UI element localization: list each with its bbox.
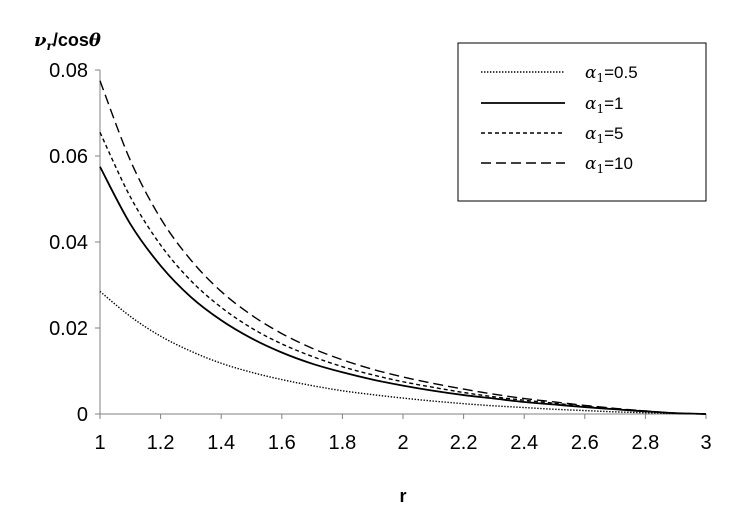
x-axis-title: r <box>399 486 406 506</box>
y-tick-label: 0 <box>77 404 88 426</box>
series-line-1 <box>99 290 707 415</box>
legend-label-3: α1=5 <box>585 124 624 146</box>
x-tick-label: 2.8 <box>631 432 659 454</box>
legend-label-4: α1=10 <box>585 154 633 176</box>
legend-items: α1=0.5 α1=1 α1=5 α1=10 <box>481 63 638 176</box>
x-tick-label: 2.6 <box>571 432 599 454</box>
legend-box <box>457 42 707 202</box>
y-ticks: 0 0.02 0.04 0.06 0.08 <box>49 60 100 426</box>
x-tick-label: 1.2 <box>147 432 175 454</box>
legend-label-2: α1=1 <box>585 94 624 116</box>
y-tick-label: 0.08 <box>49 60 88 82</box>
y-axis-title-theta: θ <box>89 30 101 51</box>
x-tick-label: 3 <box>700 432 711 454</box>
y-tick-label: 0.06 <box>49 146 88 168</box>
y-axis-title: νr/cosθ <box>34 30 101 53</box>
x-tick-label: 1.6 <box>268 432 296 454</box>
x-tick-label: 1 <box>94 432 105 454</box>
legend-label-1: α1=0.5 <box>585 63 638 85</box>
series-line-2 <box>99 166 707 415</box>
y-axis-title-sub: r <box>47 39 55 53</box>
series-line-4 <box>99 80 707 415</box>
x-tick-label: 2 <box>397 432 408 454</box>
x-tick-label: 1.8 <box>328 432 356 454</box>
y-tick-label: 0.02 <box>49 318 88 340</box>
y-axis-title-main: ν <box>34 30 47 51</box>
x-tick-label: 2.2 <box>450 432 478 454</box>
series-layer <box>99 80 707 415</box>
y-axis-title-rest: /cos <box>53 30 89 50</box>
x-ticks: 1 1.2 1.4 1.6 1.8 2 2.2 2.4 2.6 2.8 3 <box>94 414 712 454</box>
x-tick-label: 1.4 <box>207 432 235 454</box>
legend: α1=0.5 α1=1 α1=5 α1=10 <box>457 42 707 202</box>
x-tick-label: 2.4 <box>510 432 538 454</box>
y-tick-label: 0.04 <box>49 232 88 254</box>
